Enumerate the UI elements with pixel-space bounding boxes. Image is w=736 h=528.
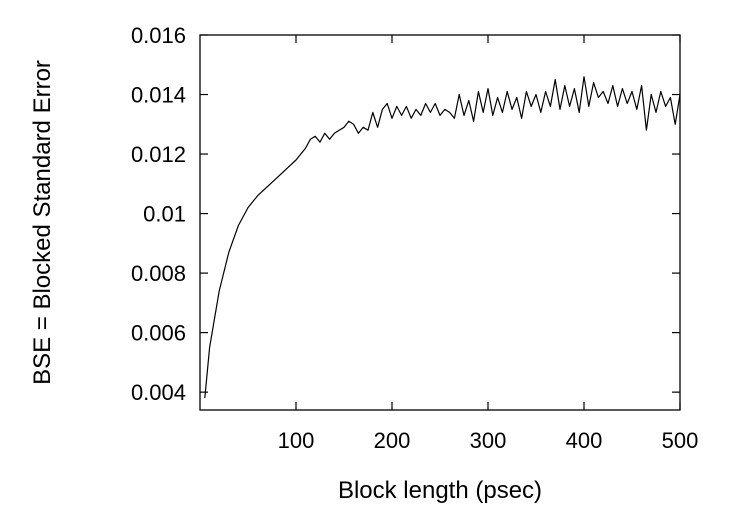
y-axis-ticks: 0.004 0.006 0.008 0.01 0.012 0.014 0.016	[131, 23, 680, 405]
x-tick-label: 500	[662, 428, 699, 453]
x-axis-label: Block length (psec)	[338, 477, 542, 504]
y-axis-label: BSE = Blocked Standard Error	[29, 60, 56, 385]
series-line	[204, 76, 681, 399]
y-tick-label: 0.01	[143, 202, 186, 227]
y-tick-label: 0.014	[131, 83, 186, 108]
x-axis-ticks: 100 200 300 400 500	[278, 35, 699, 453]
y-tick-label: 0.004	[131, 380, 186, 405]
y-tick-label: 0.012	[131, 142, 186, 167]
y-tick-label: 0.008	[131, 261, 186, 286]
x-tick-label: 400	[566, 428, 603, 453]
x-tick-label: 200	[374, 428, 411, 453]
x-tick-label: 300	[470, 428, 507, 453]
x-tick-label: 100	[278, 428, 315, 453]
y-tick-label: 0.006	[131, 321, 186, 346]
y-tick-label: 0.016	[131, 23, 186, 48]
plot-area-frame	[199, 34, 681, 411]
